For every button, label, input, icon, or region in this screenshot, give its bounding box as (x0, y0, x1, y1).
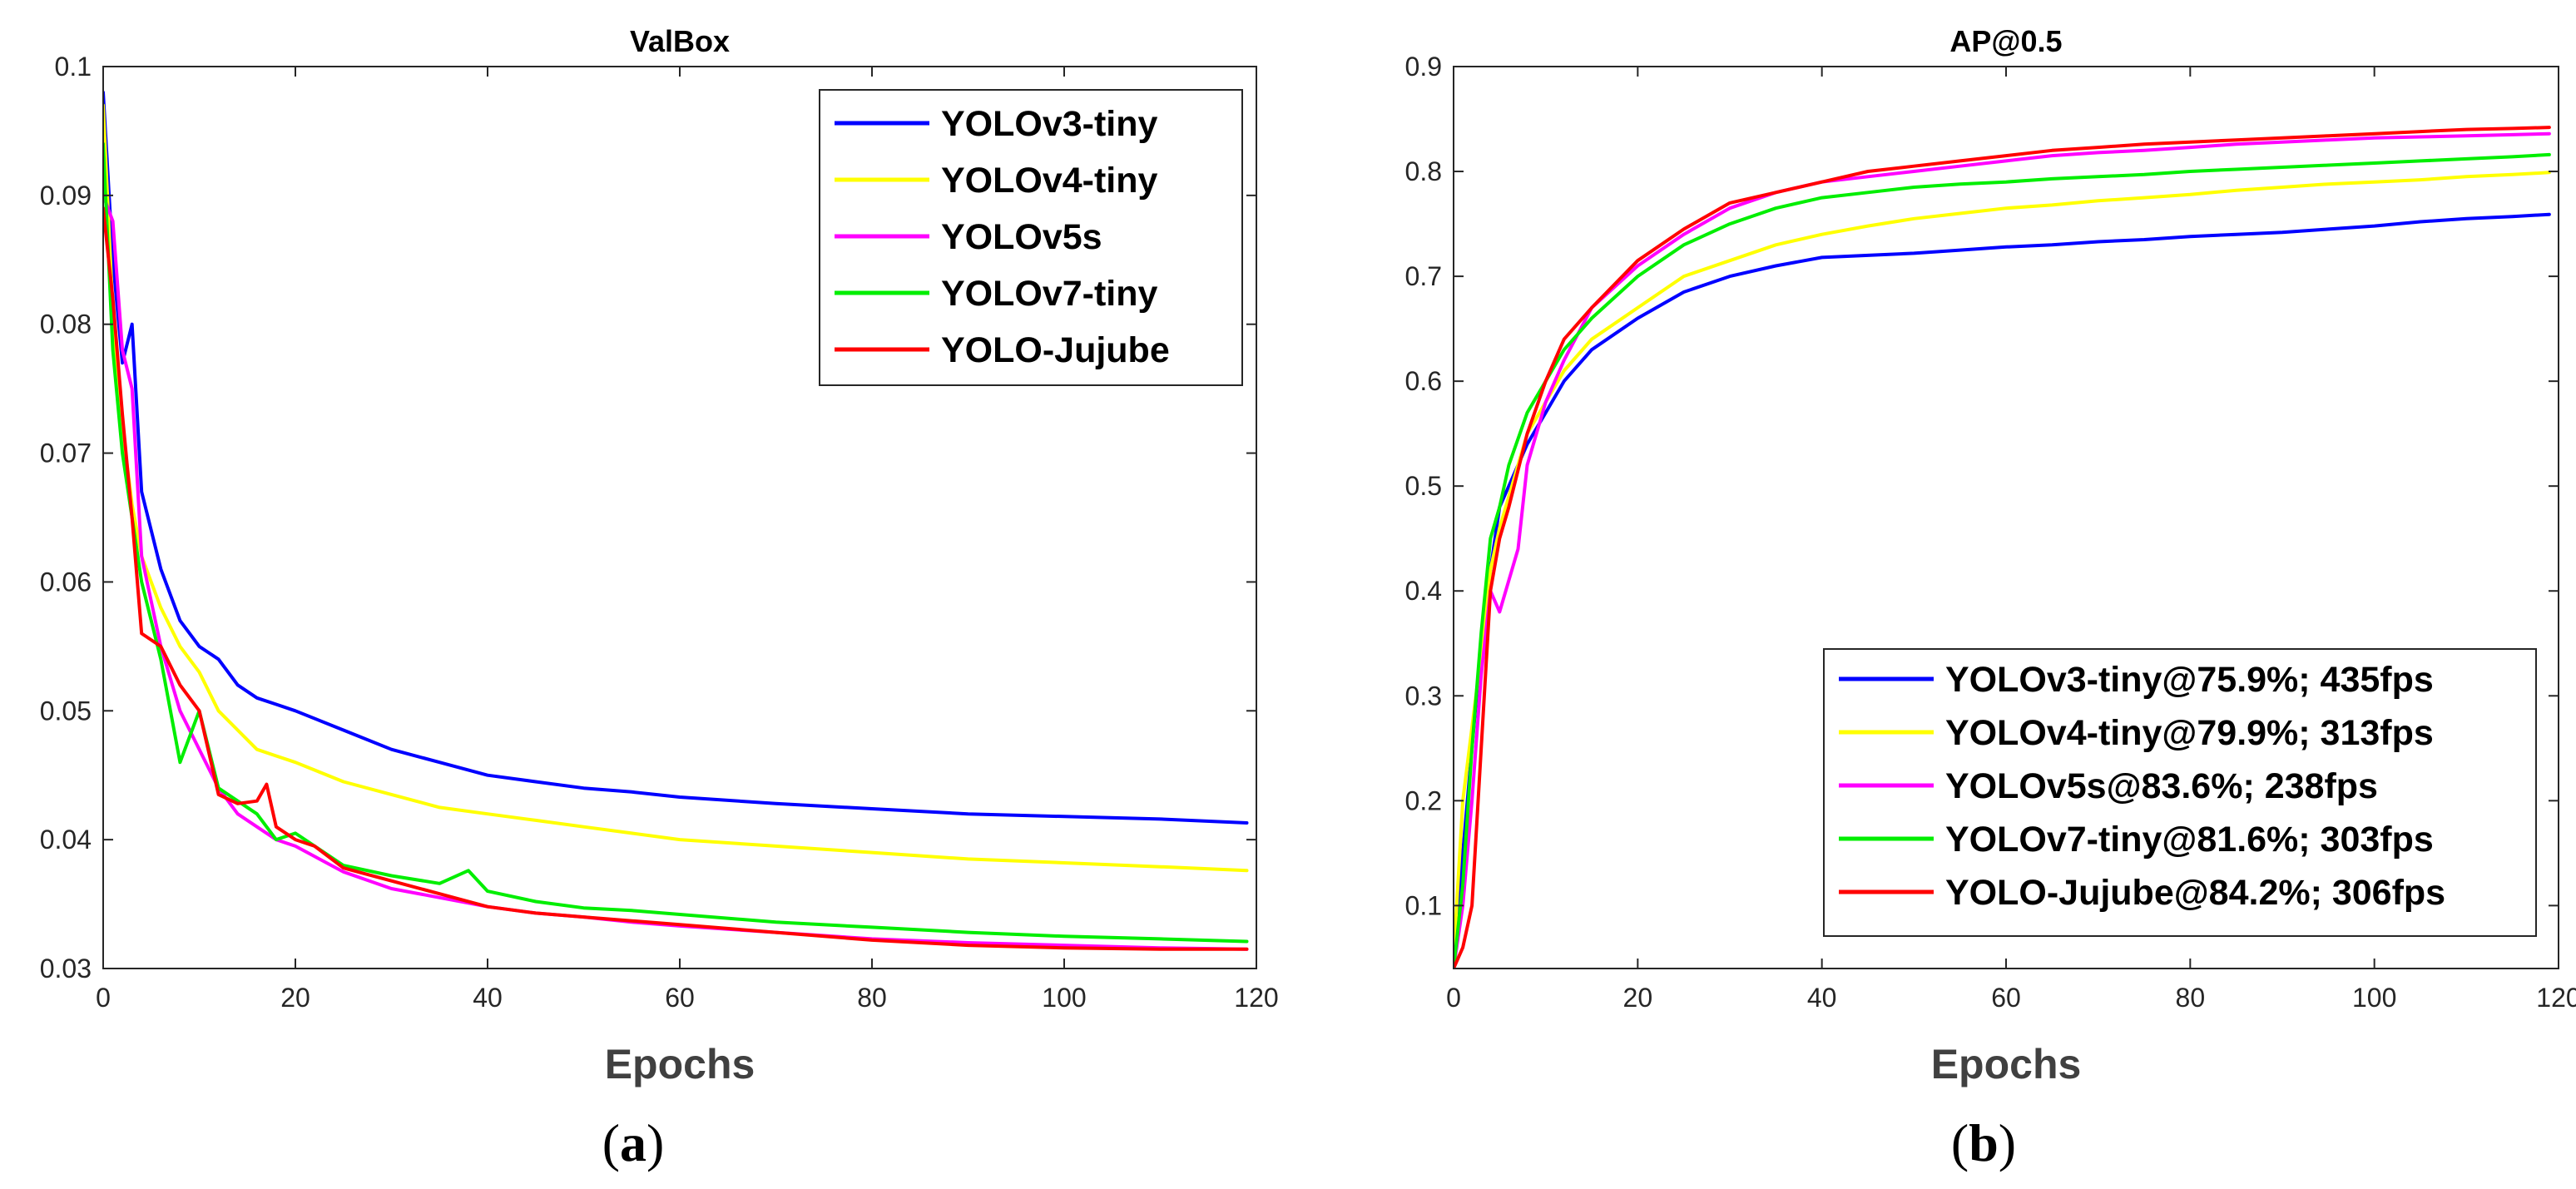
legend-label-b-yolov7-tiny-81-6-303fps: YOLOv7-tiny@81.6%; 303fps (1945, 820, 2434, 860)
caption-b-close: ) (1999, 1113, 2016, 1172)
series-group-b (1454, 126, 2551, 969)
y-tick-label-a-1: 0.04 (40, 825, 92, 855)
caption-a: (a) (602, 1113, 665, 1172)
y-tick-label-a-0: 0.03 (40, 954, 92, 983)
caption-b-open: ( (1951, 1113, 1969, 1172)
y-tick-label-a-4: 0.07 (40, 438, 92, 468)
caption-a-open: ( (602, 1113, 620, 1172)
legend-label-b-yolov3-tiny-75-9-435fps: YOLOv3-tiny@75.9%; 435fps (1945, 660, 2434, 700)
legend-b: YOLOv3-tiny@75.9%; 435fps YOLOv4-tiny@79.… (1823, 648, 2537, 937)
series-line-b-1 (1454, 171, 2551, 960)
y-tick-label-b-3: 0.4 (1405, 576, 1442, 606)
y-tick-label-a-5: 0.08 (40, 310, 92, 339)
panel-a-valbox: 0 20 40 60 80 100 120 0.03 0.04 0.05 0.06 0.07 0.08 0… (40, 24, 1279, 1087)
x-tick-label-b-2: 40 (1807, 983, 1837, 1013)
legend-label-a-yolo-jujube: YOLO-Jujube (941, 330, 1170, 370)
series-line-b-3 (1454, 152, 2551, 969)
legend-label-a-yolov3-tiny: YOLOv3-tiny (941, 104, 1158, 144)
x-axis-label-b: Epochs (1931, 1041, 2082, 1087)
caption-b-letter: b (1969, 1113, 1999, 1172)
y-tick-label-a-6: 0.09 (40, 181, 92, 211)
x-tick-label-a-5: 100 (1042, 983, 1086, 1013)
series-line-b-4 (1454, 126, 2551, 969)
y-tick-label-b-4: 0.5 (1405, 471, 1442, 501)
caption-a-letter: a (620, 1113, 646, 1172)
legend-label-a-yolov7-tiny: YOLOv7-tiny (941, 274, 1158, 314)
series-line-a-4 (103, 206, 1249, 951)
panel-b-ap: 0 20 40 60 80 100 120 0.1 0.2 0.3 0.4 0.5 0.6 0.7 0.8 0… (1405, 24, 2576, 1087)
y-tick-label-a-3: 0.06 (40, 567, 92, 597)
series-line-a-0 (103, 91, 1249, 825)
chart-title-b: AP@0.5 (1949, 24, 2062, 58)
x-axis-label-a: Epochs (605, 1041, 755, 1087)
x-tick-label-a-1: 20 (280, 983, 310, 1013)
caption-a-close: ) (646, 1113, 664, 1172)
legend-label-a-yolov4-tiny: YOLOv4-tiny (941, 161, 1158, 201)
x-tick-label-a-6: 120 (1234, 983, 1278, 1013)
y-tick-label-b-1: 0.2 (1405, 785, 1442, 815)
x-tick-label-b-3: 60 (1991, 983, 2021, 1013)
y-tick-label-b-2: 0.3 (1405, 681, 1442, 711)
y-tick-label-b-7: 0.8 (1405, 156, 1442, 186)
x-tick-label-a-4: 80 (857, 983, 887, 1013)
x-tick-label-a-0: 0 (96, 983, 111, 1013)
x-tick-label-b-6: 120 (2536, 983, 2576, 1013)
x-tick-label-b-1: 20 (1623, 983, 1653, 1013)
legend-label-b-yolov4-tiny-79-9-313fps: YOLOv4-tiny@79.9%; 313fps (1945, 713, 2434, 753)
x-tick-label-b-5: 100 (2352, 983, 2396, 1013)
series-line-a-3 (103, 141, 1249, 944)
legend-a: YOLOv3-tiny YOLOv4-tiny YOLOv5s YOLOv7-tiny… (819, 89, 1243, 386)
y-tick-label-b-5: 0.6 (1405, 366, 1442, 396)
x-tick-label-b-4: 80 (2176, 983, 2206, 1013)
legend-box-b (1823, 648, 2537, 937)
legend-label-a-yolov5s: YOLOv5s (941, 217, 1102, 257)
series-line-a-1 (103, 103, 1249, 873)
y-tick-label-b-8: 0.9 (1405, 52, 1442, 82)
caption-b: (b) (1951, 1113, 2016, 1172)
y-tick-label-b-0: 0.1 (1405, 890, 1442, 920)
y-tick-label-a-2: 0.05 (40, 696, 92, 726)
series-group-a (103, 91, 1249, 951)
chart-title-a: ValBox (630, 24, 730, 58)
x-tick-label-b-0: 0 (1446, 983, 1461, 1013)
x-tick-label-a-2: 40 (473, 983, 503, 1013)
y-tick-label-a-7: 0.1 (55, 52, 92, 82)
x-tick-label-a-3: 60 (665, 983, 695, 1013)
legend-label-b-yolov5s-83-6-238fps: YOLOv5s@83.6%; 238fps (1945, 766, 2378, 806)
y-tick-label-b-6: 0.7 (1405, 261, 1442, 291)
legend-label-b-yolo-jujube-84-2-306fps: YOLO-Jujube@84.2%; 306fps (1945, 873, 2445, 913)
